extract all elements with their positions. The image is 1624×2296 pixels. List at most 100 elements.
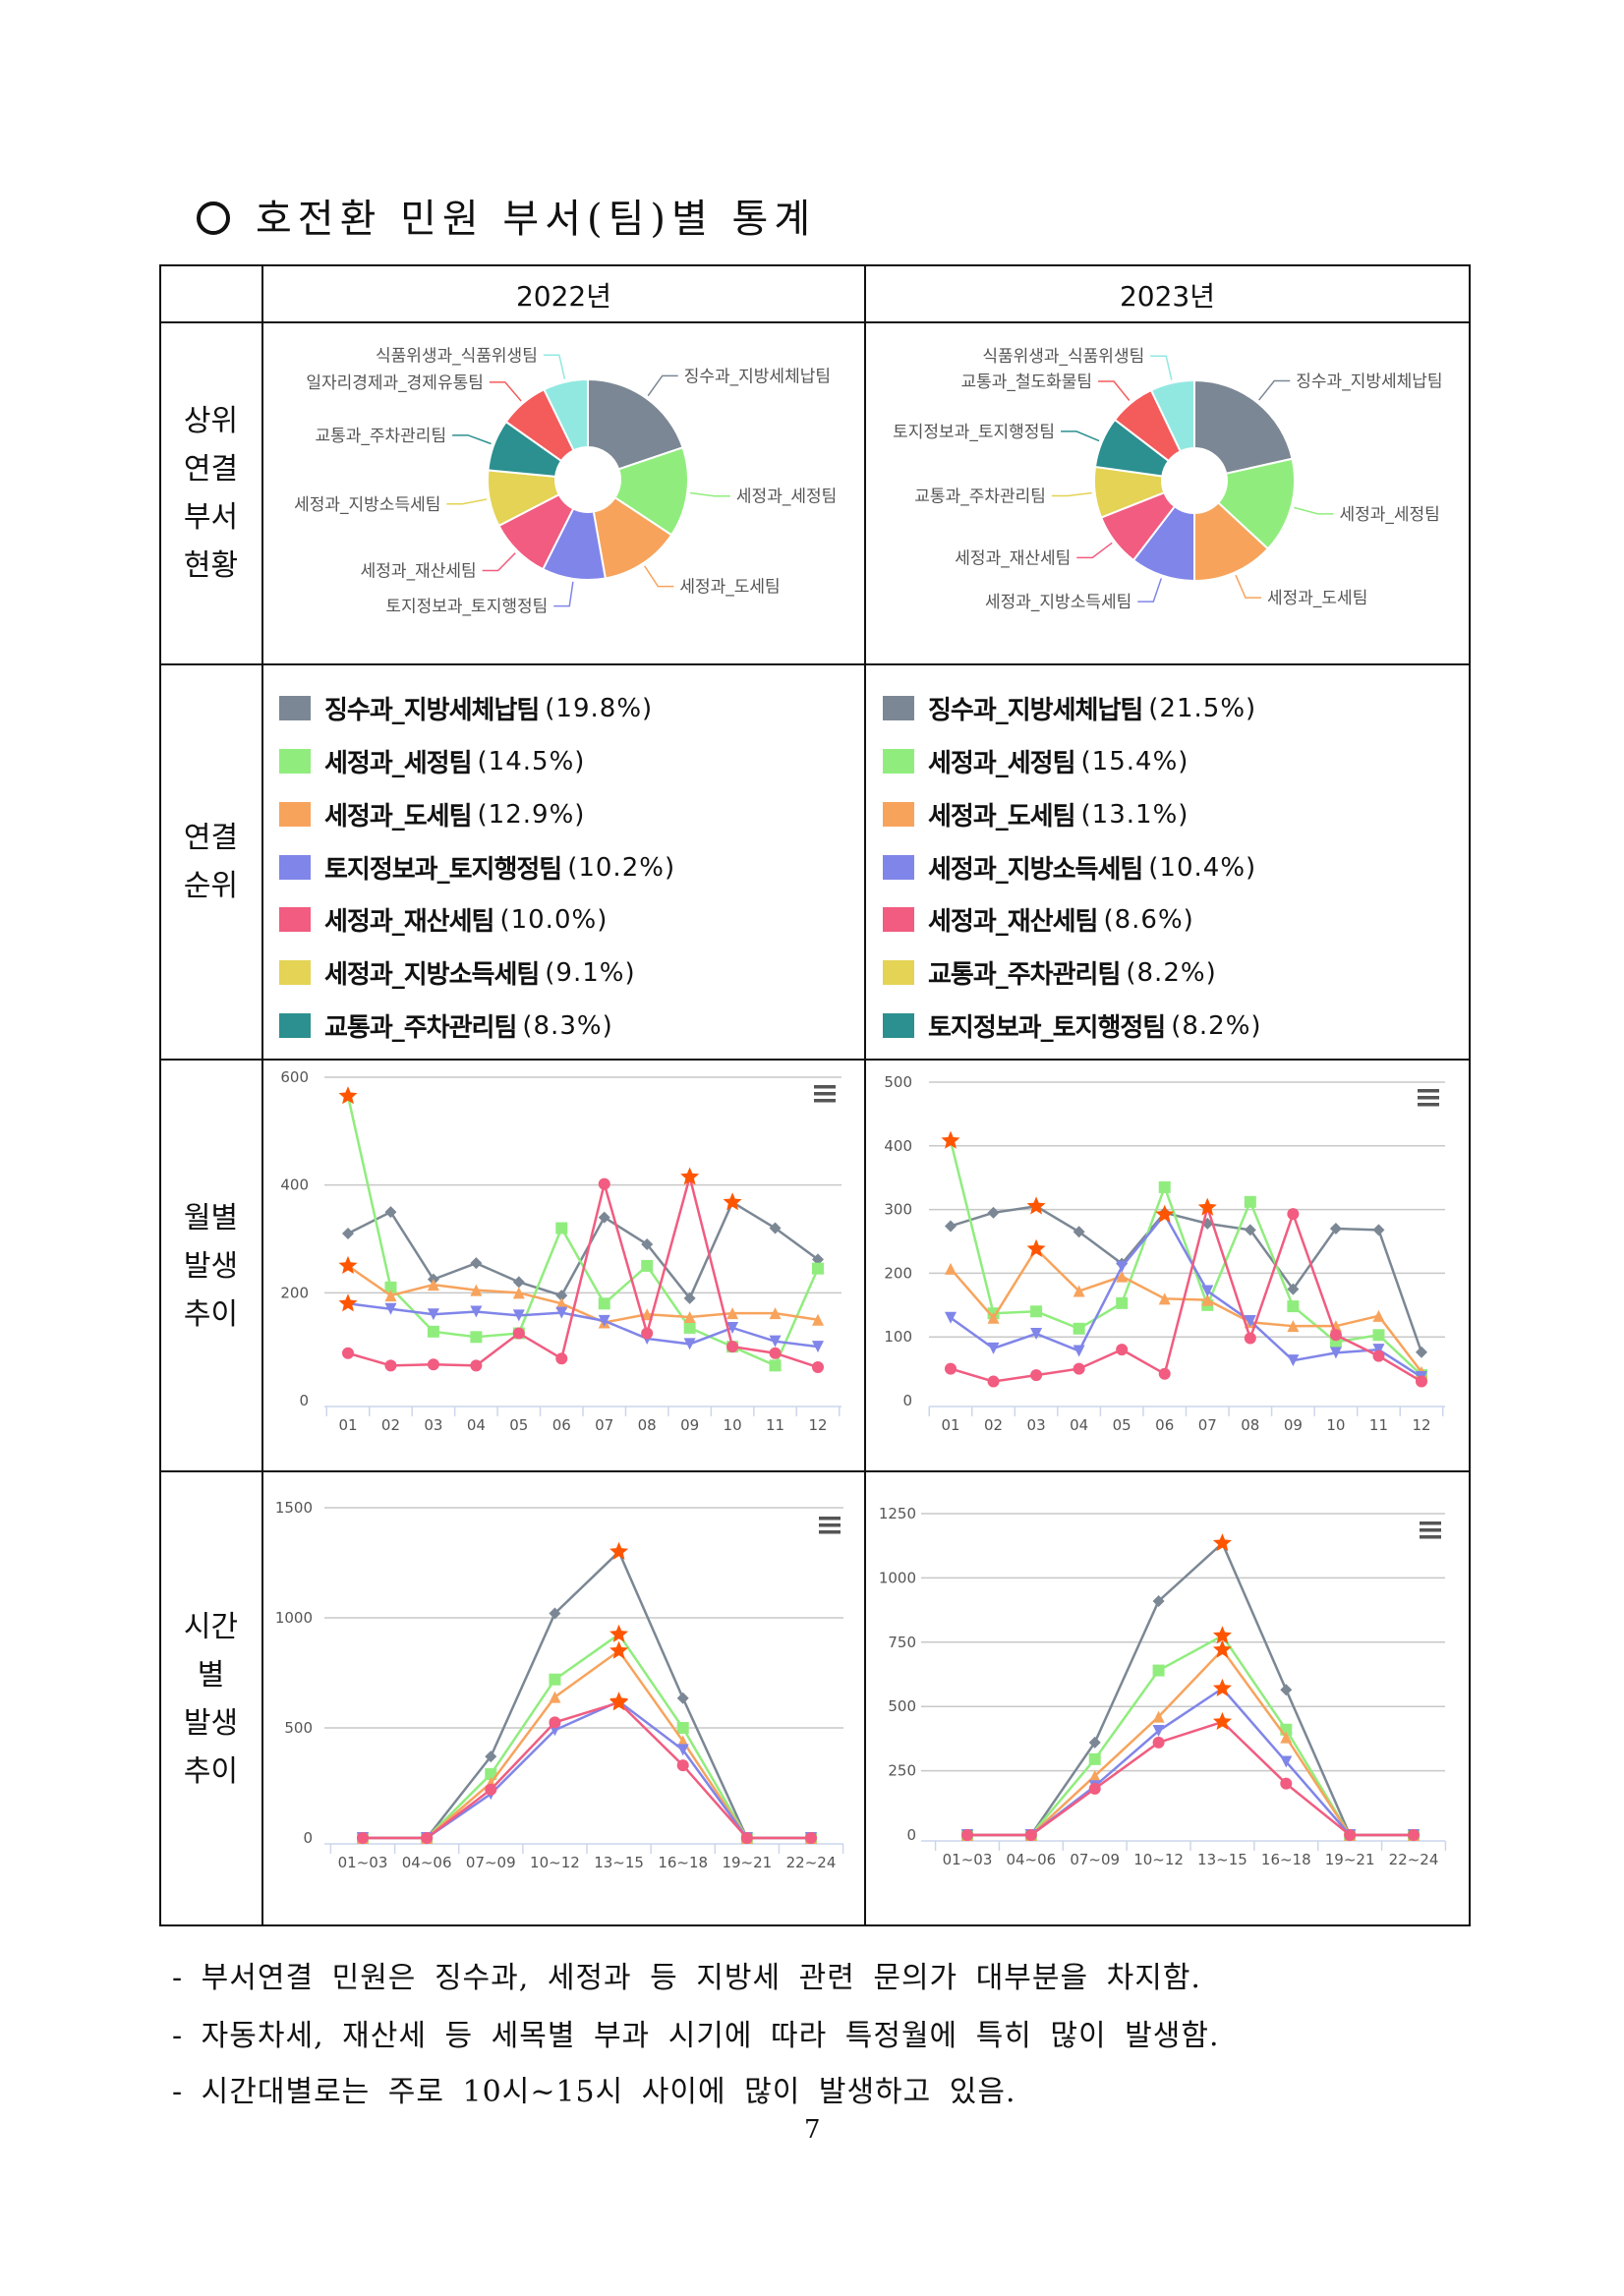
data-point [1329, 1223, 1342, 1235]
pie-label: 세정과_지방소득세팀 [294, 495, 440, 515]
series-line [967, 1720, 1414, 1837]
star-marker-icon [1212, 1626, 1232, 1644]
chart-menu-icon[interactable] [814, 1085, 836, 1103]
data-point [1088, 1736, 1101, 1749]
data-point [1416, 1375, 1427, 1388]
chart-menu-icon[interactable] [1420, 1521, 1441, 1539]
pie-label: 식품위생과_식품위생팀 [982, 347, 1144, 367]
x-tick-label: 03 [424, 1416, 442, 1434]
data-point [384, 1281, 397, 1293]
data-point [1152, 1664, 1165, 1677]
data-point [1287, 1320, 1300, 1333]
series-line [363, 1700, 811, 1840]
data-point [485, 1751, 497, 1763]
dept-percent: (8.2%) [1126, 957, 1217, 988]
data-point [726, 1307, 739, 1320]
x-tick-label: 10 [1326, 1416, 1345, 1434]
data-point [1244, 1332, 1256, 1345]
color-swatch-icon [883, 802, 914, 827]
menu-bar [1418, 1103, 1439, 1107]
data-point [512, 1327, 525, 1340]
x-tick-label: 09 [1284, 1416, 1303, 1434]
series [945, 1238, 1427, 1378]
data-point [1372, 1309, 1385, 1322]
line-chart-hour2022: 0 500 1000 1500 01~03 04~06 07~09 10~12 13~15 16~… [275, 1499, 844, 1871]
x-tick-label: 03 [1027, 1416, 1046, 1434]
data-point [1088, 1752, 1101, 1765]
star-marker-icon [609, 1640, 629, 1659]
y-tick-label: 0 [906, 1826, 916, 1844]
menu-bar [1418, 1089, 1439, 1093]
data-point [1152, 1725, 1165, 1738]
star-marker-icon [338, 1086, 358, 1105]
row-label-line: 추이 [183, 1297, 239, 1332]
star-marker-icon [1212, 1678, 1232, 1696]
chart-menu-icon[interactable] [1418, 1089, 1439, 1107]
row-label-line: 별 [197, 1658, 225, 1693]
dept-percent: (8.3%) [522, 1010, 613, 1041]
data-point [1073, 1362, 1085, 1375]
color-swatch-icon [883, 696, 914, 720]
data-point [1116, 1270, 1129, 1283]
dept-name: 세정과_지방소득세팀 [324, 960, 540, 990]
ranking-item: 교통과_주차관리팀 (8.3%) [279, 1007, 613, 1044]
star-marker-icon [1026, 1238, 1046, 1257]
data-point [1372, 1349, 1385, 1362]
dept-percent: (10.0%) [499, 904, 609, 935]
x-tick-label: 04 [1070, 1416, 1088, 1434]
data-point [555, 1297, 568, 1310]
dept-name: 세정과_도세팀 [324, 802, 473, 832]
page-number: 7 [804, 2115, 821, 2145]
data-point [342, 1347, 354, 1359]
dept-name: 세정과_재산세팀 [928, 907, 1098, 937]
color-swatch-icon [279, 696, 311, 720]
x-tick-label: 11 [1369, 1416, 1388, 1434]
pie-label: 토지정보과_토지행정팀 [385, 598, 548, 617]
row-label-line: 시간 [183, 1610, 239, 1644]
x-tick-label: 01 [941, 1416, 959, 1434]
pie-leader-line [1294, 506, 1334, 515]
data-point [555, 1352, 568, 1365]
data-point [470, 1257, 483, 1270]
x-tick-label: 10 [724, 1416, 742, 1434]
x-tick-label: 19~21 [722, 1854, 772, 1871]
pie-label: 일자리경제과_경제유통팀 [306, 373, 484, 393]
pie-leader-line [647, 374, 678, 397]
ranking-item: 징수과_지방세체납팀 (21.5%) [883, 690, 1256, 726]
column-header-2023: 2023년 [1119, 280, 1216, 313]
data-point [945, 1220, 957, 1233]
dept-percent: (15.4%) [1080, 746, 1189, 776]
data-point [512, 1309, 525, 1322]
data-point [805, 1832, 817, 1844]
row-label-line: 연결 [183, 452, 239, 487]
series-line [967, 1647, 1414, 1837]
chart-menu-icon[interactable] [819, 1517, 841, 1534]
y-tick-label: 750 [888, 1634, 916, 1651]
data-point [987, 1375, 1000, 1388]
ranking-item: 세정과_지방소득세팀 (9.1%) [279, 954, 636, 991]
x-tick-label: 05 [509, 1416, 528, 1434]
menu-bar [814, 1092, 836, 1096]
data-point [987, 1311, 1000, 1324]
data-point [555, 1290, 568, 1302]
x-tick-label: 06 [552, 1416, 571, 1434]
data-point [384, 1206, 397, 1219]
series-line [967, 1687, 1414, 1837]
row-label-line: 연결 [183, 821, 239, 855]
dept-percent: (19.8%) [545, 693, 654, 723]
pie-leader-line [1061, 430, 1100, 442]
x-tick-label: 11 [766, 1416, 784, 1434]
data-point [812, 1262, 824, 1275]
data-point [812, 1253, 824, 1266]
dept-name: 교통과_주차관리팀 [928, 960, 1121, 990]
data-point [961, 1829, 973, 1841]
dept-name: 세정과_세정팀 [928, 749, 1076, 778]
star-marker-icon [609, 1624, 629, 1642]
dept-name: 세정과_세정팀 [324, 749, 473, 778]
data-point [945, 1262, 957, 1275]
series [961, 1533, 1420, 1841]
dept-percent: (10.2%) [567, 852, 676, 883]
pie-leader-line [543, 354, 566, 379]
series [961, 1639, 1420, 1841]
